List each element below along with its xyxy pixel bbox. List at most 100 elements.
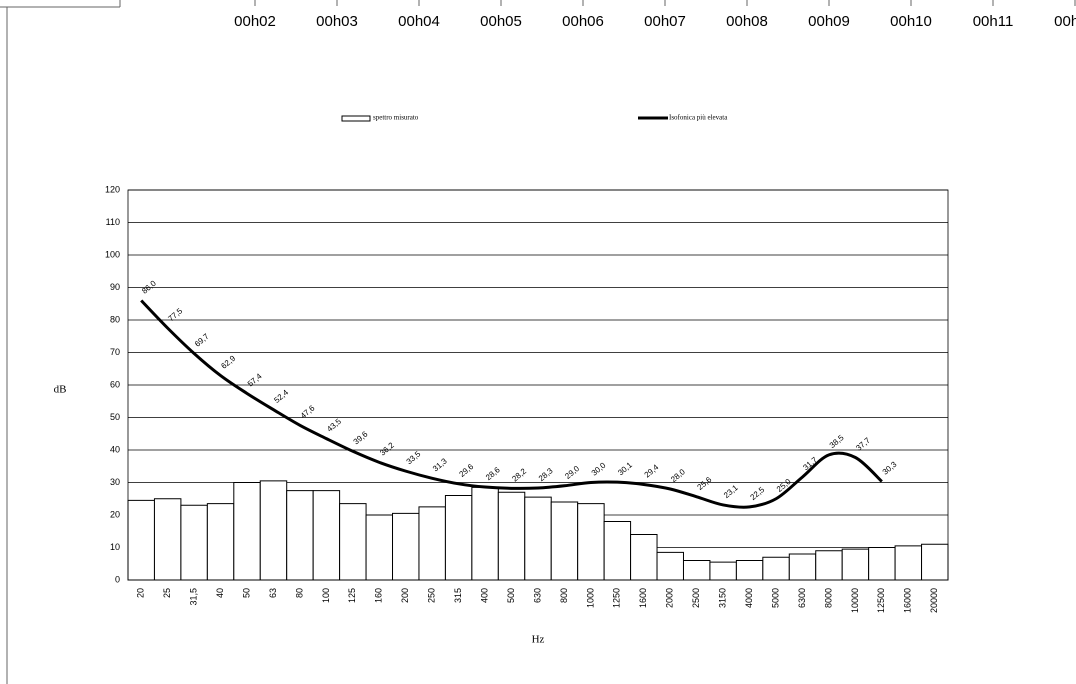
bar [868, 547, 896, 581]
x-tick-label: 100 [321, 588, 331, 603]
bar [815, 550, 843, 581]
bar [206, 503, 235, 581]
bar [894, 545, 923, 581]
value-label: 29,0 [563, 464, 581, 481]
x-tick-label: 1250 [612, 588, 622, 608]
bar [735, 560, 764, 581]
timeline-label: 00h05 [480, 13, 522, 30]
timeline-label: 00h11 [973, 13, 1014, 30]
value-label: 22,5 [748, 485, 766, 502]
timeline-label: 00h07 [644, 13, 686, 30]
y-tick-label: 60 [110, 379, 120, 389]
y-tick-label: 120 [105, 184, 120, 194]
x-tick-label: 20 [136, 588, 146, 598]
bar [921, 543, 949, 581]
x-tick-label: 8000 [823, 588, 833, 608]
legend-label: spettro misurato [373, 114, 419, 122]
bar [630, 534, 658, 581]
value-label: 39,6 [352, 429, 370, 446]
y-tick-label: 0 [115, 574, 120, 584]
x-tick-label: 20000 [929, 588, 939, 613]
y-tick-label: 80 [110, 314, 120, 324]
value-label: 33,5 [405, 449, 423, 466]
x-tick-label: 31,5 [189, 588, 199, 606]
bar [497, 491, 526, 581]
bar [841, 548, 870, 581]
y-tick-label: 20 [110, 509, 120, 519]
value-label: 31,3 [431, 456, 449, 473]
value-label: 25,6 [696, 475, 714, 492]
x-tick-label: 10000 [850, 588, 860, 613]
value-label: 28,0 [669, 467, 687, 484]
value-label: 30,1 [616, 460, 634, 477]
y-axis-title: dB [54, 384, 67, 396]
bar [312, 490, 341, 581]
x-tick-label: 160 [374, 588, 384, 603]
x-tick-label: 125 [347, 588, 357, 603]
value-label: 36,2 [378, 440, 396, 457]
y-tick-label: 110 [106, 217, 120, 227]
timeline-label: 00h06 [562, 13, 604, 30]
bar [339, 503, 367, 581]
x-tick-label: 2500 [691, 588, 701, 608]
value-label: 30,3 [881, 459, 899, 476]
value-label: 43,5 [325, 417, 343, 434]
x-tick-label: 80 [294, 588, 304, 598]
x-tick-label: 1600 [638, 588, 648, 608]
legend-swatch [341, 115, 371, 122]
bar [788, 553, 817, 581]
bar [233, 482, 261, 581]
value-label: 38,5 [828, 433, 846, 450]
timeline-label: 00h10 [890, 13, 932, 30]
y-tick-label: 70 [110, 347, 120, 357]
y-tick-label: 50 [110, 412, 120, 422]
bar [762, 556, 790, 581]
bar [153, 498, 182, 581]
y-tick-label: 100 [105, 249, 120, 259]
value-label: 28,6 [484, 465, 502, 482]
x-tick-label: 63 [268, 588, 278, 598]
x-tick-label: 500 [506, 588, 516, 603]
timeline-label: 00h08 [726, 13, 768, 30]
legend-label: Isofonica più elevata [669, 114, 728, 122]
value-label: 62,9 [219, 353, 237, 370]
y-tick-label: 30 [110, 477, 120, 487]
x-tick-label: 2000 [665, 588, 675, 608]
bar [418, 506, 446, 581]
x-tick-label: 1000 [585, 588, 595, 608]
y-tick-label: 10 [110, 542, 120, 552]
x-tick-label: 250 [427, 588, 437, 603]
bar [656, 551, 684, 581]
x-tick-label: 630 [532, 588, 542, 603]
x-tick-label: 400 [479, 588, 489, 603]
bar [127, 499, 155, 581]
timeline-label: 00h02 [234, 13, 276, 30]
value-label: 52,4 [272, 388, 290, 405]
timeline-label: 00h04 [398, 13, 440, 30]
bar [286, 490, 314, 581]
bar [577, 503, 605, 581]
x-tick-label: 4000 [744, 588, 754, 608]
value-label: 30,0 [590, 460, 608, 477]
bar [682, 560, 711, 581]
x-tick-label: 5000 [770, 588, 780, 608]
x-tick-label: 50 [241, 588, 251, 598]
value-label: 86,0 [140, 278, 158, 295]
x-tick-label: 800 [559, 588, 569, 603]
value-label: 69,7 [193, 331, 211, 348]
bar [259, 480, 288, 581]
bar [471, 486, 499, 581]
x-tick-label: 315 [453, 588, 463, 603]
timeline-label: 00h09 [808, 13, 850, 30]
bar [444, 495, 473, 581]
timeline-label: 00h03 [316, 13, 358, 30]
x-tick-label: 25 [162, 588, 172, 598]
bar [524, 496, 552, 581]
y-tick-label: 90 [110, 282, 120, 292]
bar [603, 521, 632, 581]
line [140, 299, 883, 509]
x-tick-label: 16000 [903, 588, 913, 613]
bar [365, 514, 394, 581]
